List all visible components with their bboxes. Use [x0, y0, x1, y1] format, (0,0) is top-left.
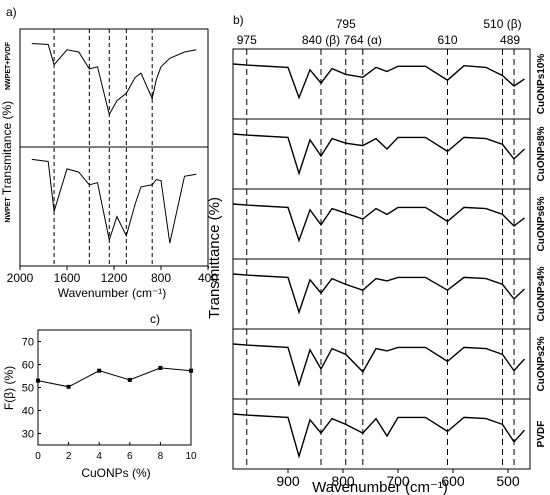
panel-c-series [36, 365, 193, 389]
c-x-tick-label-10: 10 [185, 451, 197, 462]
f-beta-point-8 [158, 365, 163, 370]
panel-c-y-axis-label: F(β) (%) [2, 366, 16, 410]
panel-c-label: c) [150, 312, 160, 326]
c-x-tick-label-2: 2 [66, 451, 72, 462]
panel-b-x-axis-label: Wavenumber (cm⁻¹) [312, 479, 448, 495]
f-beta-point-6 [127, 377, 132, 382]
panel-b-series-names: CuONPs10% CuONPs8% CuONPs6% CuONPs4% CuONPs2… [536, 54, 547, 448]
panel-b-dividers [233, 118, 530, 400]
series-name-cuonps8-: CuONPs8% [536, 126, 547, 181]
b-x-tick-label-700: 700 [386, 473, 410, 489]
series-name-pvdf: PVDF [536, 421, 547, 448]
f-beta-point-4 [97, 368, 102, 373]
b-x-tick-label-500: 500 [496, 473, 520, 489]
panel-c: c) 0 2 4 6 8 10 30 40 50 60 70 F(β) (%) CuONPs (%) [2, 312, 197, 480]
panel-b-label: b) [233, 13, 244, 27]
series-name-cuonps6-: CuONPs6% [536, 196, 547, 251]
panel-a-y-axis-label: Transmitance (%) [0, 101, 14, 195]
a-x-tick-label-800: 800 [151, 271, 171, 285]
panel-a-x-axis-label: Wavenumber (cm⁻¹) [58, 286, 167, 300]
panel-b-band-lines [246, 49, 515, 469]
panel-a-spectra [31, 43, 197, 244]
band-label-795: 795 [336, 17, 356, 31]
b-x-tick-label-800: 800 [331, 473, 355, 489]
series-name-cuonps10-: CuONPs10% [536, 54, 547, 115]
series-label-nwpet-pvdf: NWPET+PVDF [5, 41, 12, 90]
a-x-tick-label-1600: 1600 [54, 271, 81, 285]
panel-b-y-axis-label: Transmittance (%) [206, 197, 223, 319]
spectrum-pvdf [232, 413, 526, 459]
a-x-tick-label-400: 400 [198, 271, 218, 285]
series-name-cuonps4-: CuONPs4% [536, 266, 547, 321]
panel-c-ticks: 0 2 4 6 8 10 30 40 50 60 70 [22, 337, 197, 463]
c-x-tick-label-4: 4 [96, 451, 102, 462]
series-name-cuonps2-: CuONPs2% [536, 336, 547, 391]
c-y-tick-label-50: 50 [22, 383, 34, 395]
c-y-tick-label-70: 70 [22, 337, 34, 349]
spectrum-nwpet-pvdf [31, 43, 197, 116]
spectrum-cuonps8- [232, 133, 525, 176]
band-label-510: 510 (β) [483, 17, 521, 31]
band-label-764: 764 (α) [344, 33, 382, 47]
c-x-tick-label-6: 6 [127, 451, 133, 462]
panel-b: b) 975 840 (β) 795 764 (α) 610 510 (β) 489 900… [206, 13, 547, 495]
c-x-tick-label-8: 8 [158, 451, 164, 462]
panel-c-x-axis-label: CuONPs (%) [81, 466, 150, 480]
panel-a-x-ticks: 2000 1600 1200 800 400 [7, 266, 218, 285]
spectrum-cuonps4- [232, 273, 525, 315]
panel-c-frame [37, 329, 192, 446]
a-x-tick-label-2000: 2000 [7, 271, 34, 285]
b-x-tick-label-900: 900 [276, 473, 300, 489]
band-label-610: 610 [437, 33, 457, 47]
c-y-tick-label-40: 40 [22, 406, 34, 418]
spectrum-cuonps6- [232, 203, 525, 243]
band-label-489: 489 [500, 33, 520, 47]
panel-b-spectra [232, 63, 526, 459]
band-label-840: 840 (β) [302, 33, 340, 47]
c-y-tick-label-60: 60 [22, 360, 34, 372]
f-beta-point-10 [189, 368, 193, 373]
c-x-tick-label-0: 0 [35, 451, 41, 462]
f-beta-point-0 [36, 378, 40, 383]
panel-b-x-ticks: 900 800 700 600 500 [276, 469, 520, 489]
panel-a-reference-lines [53, 29, 153, 266]
b-x-tick-label-600: 600 [441, 473, 465, 489]
panel-a: a) 2000 1600 1200 800 400 NWPET+PVDF NWPET T… [0, 5, 218, 300]
panel-b-band-labels: 975 840 (β) 795 764 (α) 610 510 (β) 489 [237, 17, 522, 47]
series-label-nwpet: NWPET [5, 197, 12, 223]
spectrum-nwpet [31, 158, 197, 244]
spectrum-cuonps10- [232, 63, 525, 100]
a-x-tick-label-1200: 1200 [101, 271, 128, 285]
f-beta-line [37, 367, 192, 388]
c-y-tick-label-30: 30 [22, 429, 34, 441]
panel-a-label: a) [6, 5, 17, 19]
f-beta-point-2 [66, 384, 71, 389]
band-label-975: 975 [237, 33, 257, 47]
spectrum-cuonps2- [232, 343, 526, 387]
